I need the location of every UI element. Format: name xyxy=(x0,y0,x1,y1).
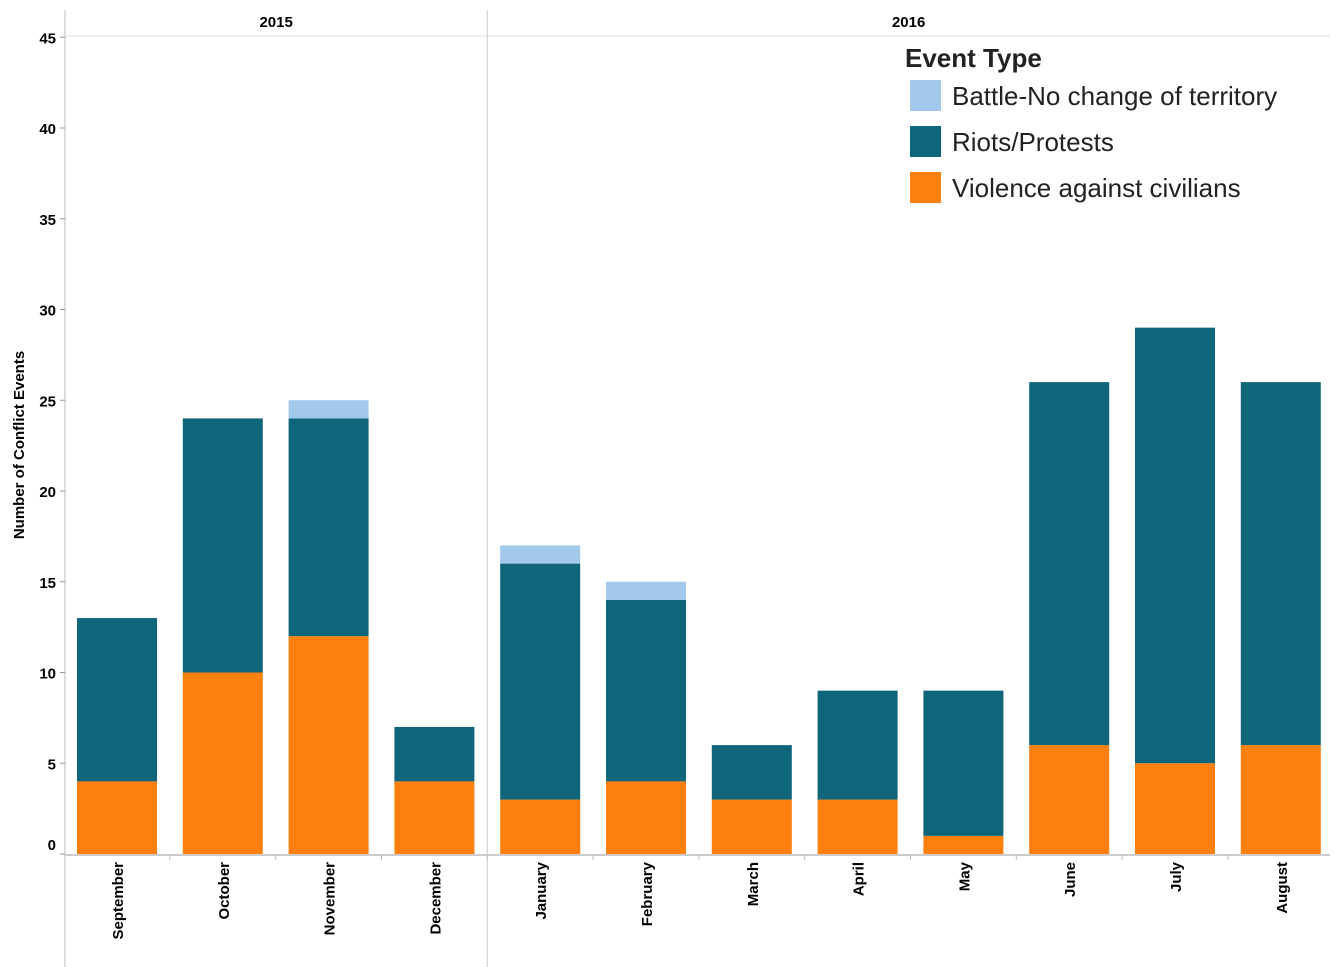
bar-segment-battle-no-change-of-territory-february xyxy=(606,581,686,600)
y-tick-label: 15 xyxy=(39,575,56,592)
y-tick-label: 0 xyxy=(48,837,56,854)
legend: Event Type Battle-No change of territory… xyxy=(905,43,1277,203)
bar-segment-violence-against-civilians-january xyxy=(500,799,581,854)
x-tick-label: October xyxy=(216,862,233,920)
bar-segment-battle-no-change-of-territory-november xyxy=(288,400,369,419)
bar-segment-riots-protests-july xyxy=(1135,327,1215,764)
y-tick-label: 10 xyxy=(39,666,56,683)
bar-segment-riots-protests-september xyxy=(77,618,157,782)
bar-segment-riots-protests-december xyxy=(394,726,475,782)
bar-segment-riots-protests-april xyxy=(817,690,898,800)
legend-item-label: Riots/Protests xyxy=(952,127,1114,157)
bar-segment-violence-against-civilians-may xyxy=(923,835,1004,854)
y-axis-label: Number of Conflict Events xyxy=(11,351,28,539)
x-tick-label: July xyxy=(1168,861,1185,892)
bar-segment-riots-protests-october xyxy=(182,418,263,673)
legend-item-label: Violence against civilians xyxy=(952,173,1241,203)
bar-segment-riots-protests-may xyxy=(923,690,1004,836)
bar-segment-violence-against-civilians-june xyxy=(1029,745,1110,854)
legend-title: Event Type xyxy=(905,43,1042,73)
bar-segment-violence-against-civilians-february xyxy=(606,781,686,854)
y-tick-label: 5 xyxy=(48,756,56,773)
x-tick-label: November xyxy=(322,862,339,936)
legend-swatch xyxy=(910,80,941,111)
y-tick-label: 40 xyxy=(39,121,56,138)
bar-segment-violence-against-civilians-october xyxy=(182,672,263,854)
bar-segment-violence-against-civilians-november xyxy=(288,636,369,854)
x-tick-label: January xyxy=(533,861,550,919)
bar-segment-violence-against-civilians-july xyxy=(1135,763,1215,854)
bar-segment-battle-no-change-of-territory-january xyxy=(500,545,581,564)
x-tick-label: June xyxy=(1062,862,1079,897)
legend-swatch xyxy=(910,126,941,157)
bar-segment-riots-protests-march xyxy=(711,745,792,800)
y-tick-label: 35 xyxy=(39,212,56,229)
x-tick-label: August xyxy=(1274,862,1291,914)
y-tick-label: 20 xyxy=(39,484,56,501)
bar-segment-riots-protests-february xyxy=(606,599,686,782)
y-tick-label: 25 xyxy=(39,393,56,410)
bars-layer xyxy=(77,327,1321,854)
x-tick-label: March xyxy=(745,862,762,906)
y-axis: 0 5 10 15 20 25 30 35 40 45 xyxy=(39,30,65,855)
legend-item-label: Battle-No change of territory xyxy=(952,81,1277,111)
bar-segment-violence-against-civilians-september xyxy=(77,781,157,854)
bar-segment-riots-protests-august xyxy=(1240,382,1321,746)
legend-swatch xyxy=(910,172,941,203)
year-header: 2016 xyxy=(892,14,925,31)
bar-segment-violence-against-civilians-december xyxy=(394,781,475,854)
bar-segment-riots-protests-january xyxy=(500,563,581,800)
year-header: 2015 xyxy=(259,14,292,31)
x-tick-label: May xyxy=(956,861,973,891)
y-tick-label: 30 xyxy=(39,303,56,320)
bar-segment-riots-protests-november xyxy=(288,418,369,637)
bar-segment-violence-against-civilians-august xyxy=(1240,745,1321,854)
x-tick-label: December xyxy=(427,862,444,935)
x-tick-label: April xyxy=(851,862,868,896)
bar-segment-violence-against-civilians-april xyxy=(817,799,898,854)
x-tick-label: February xyxy=(639,861,656,926)
x-tick-label: September xyxy=(110,862,127,940)
y-tick-label: 45 xyxy=(39,30,56,47)
x-axis: September October November December January F… xyxy=(110,855,1291,940)
year-headers: 2015 2016 xyxy=(259,14,925,31)
bar-segment-violence-against-civilians-march xyxy=(711,799,792,854)
bar-segment-riots-protests-june xyxy=(1029,382,1110,746)
